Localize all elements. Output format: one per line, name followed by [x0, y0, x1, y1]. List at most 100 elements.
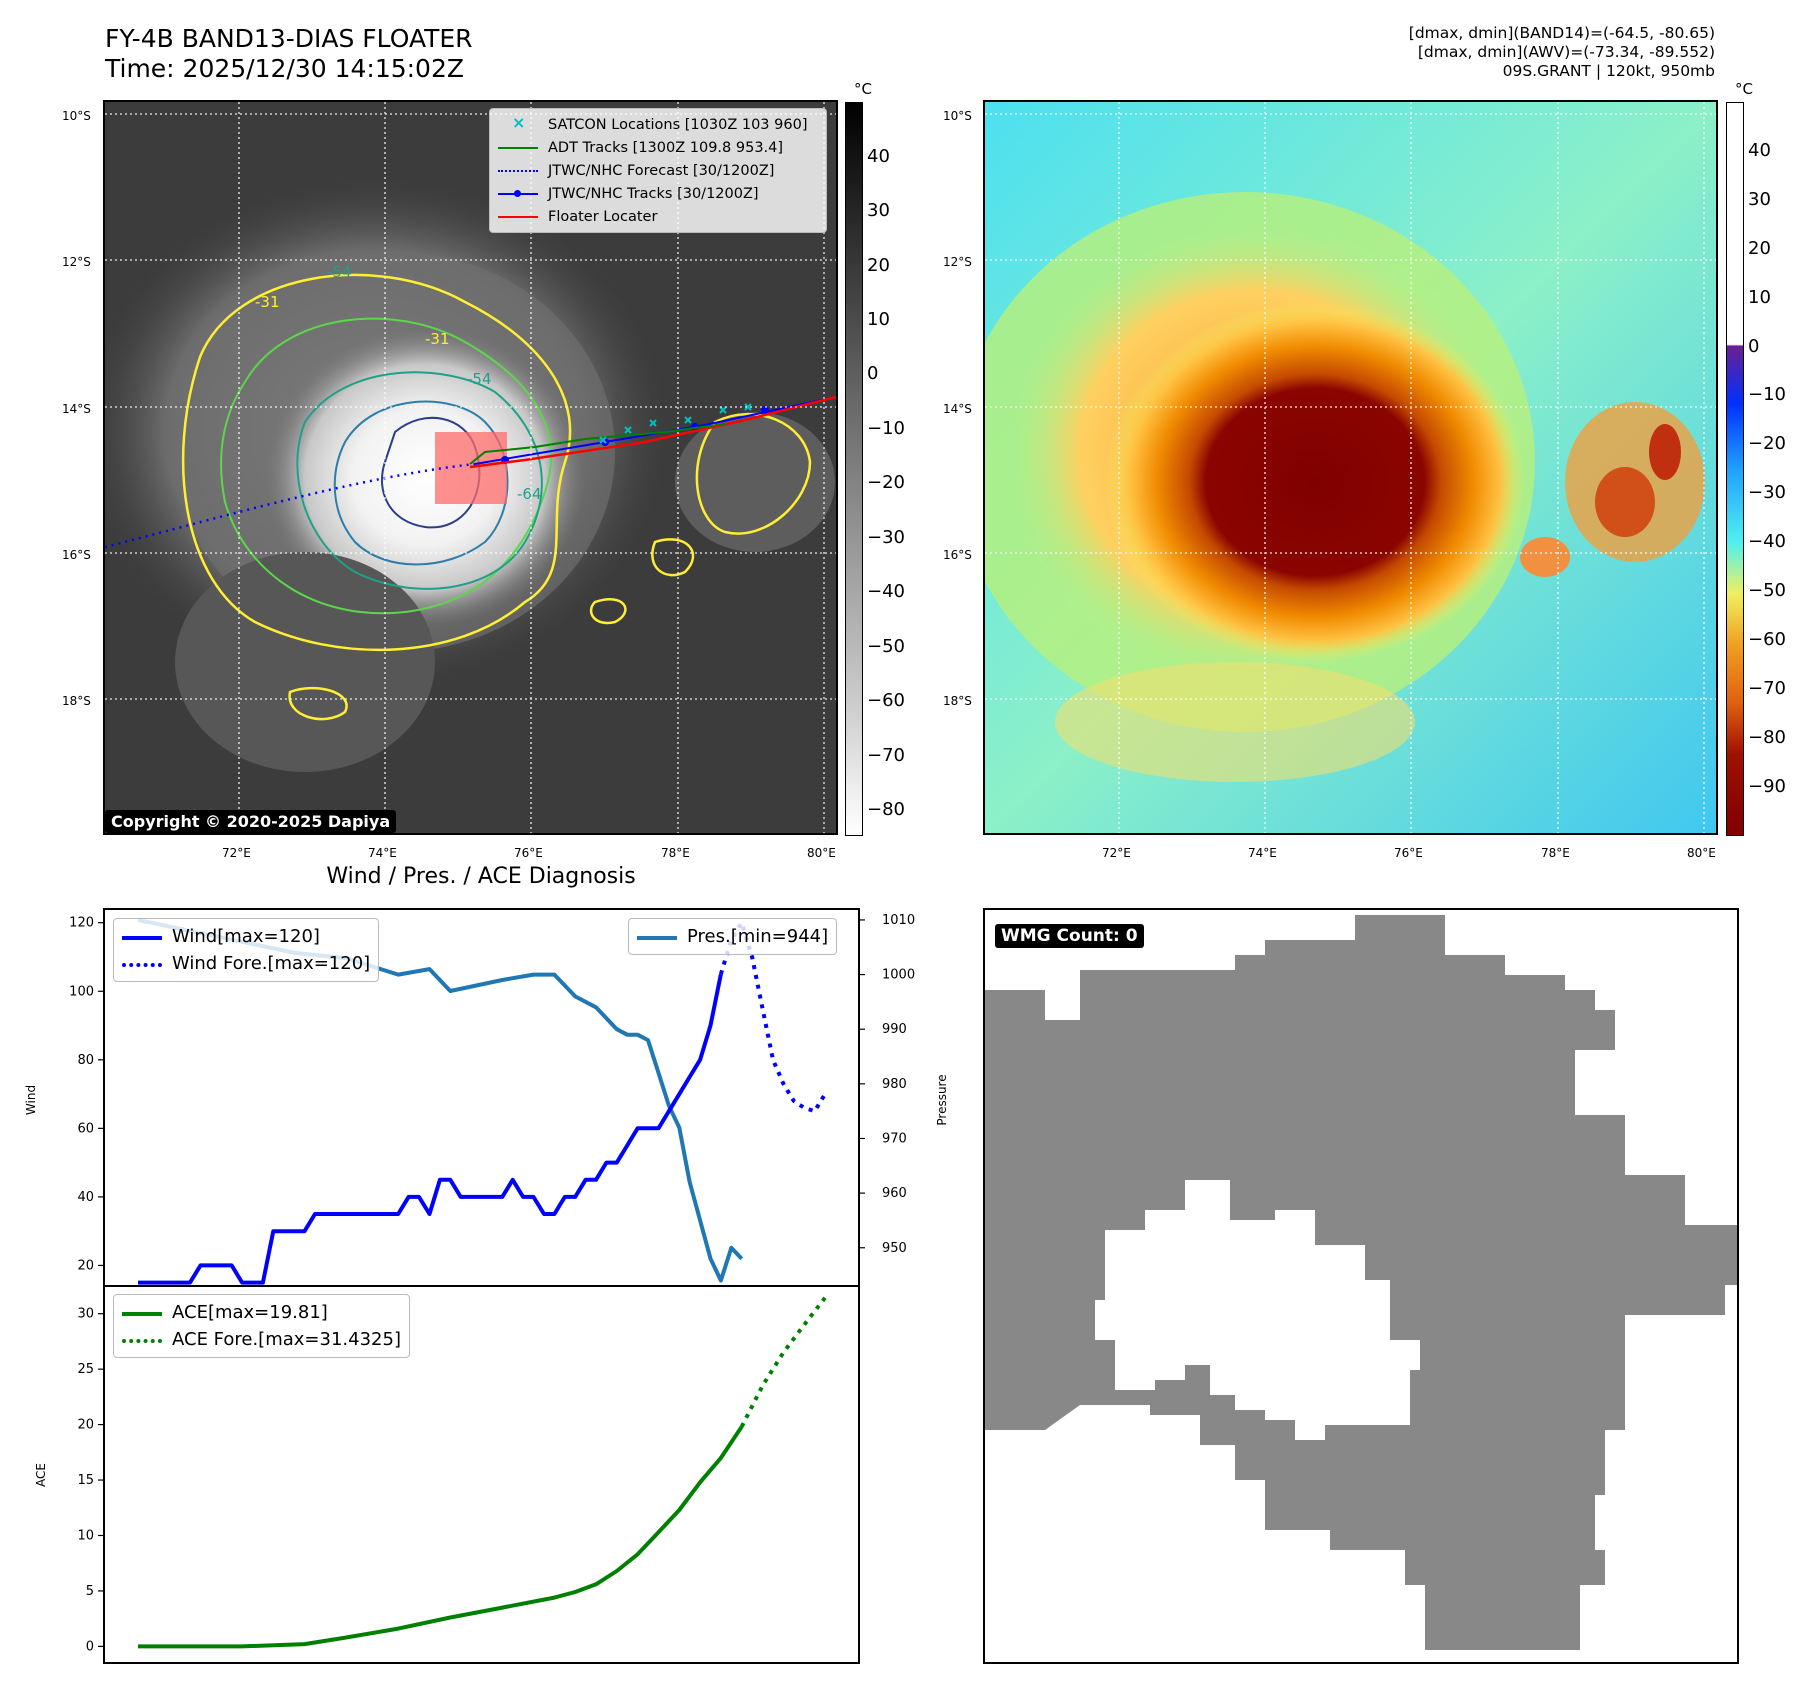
pressure-tick-label: 950: [882, 1241, 907, 1256]
awv-colorbar-tick: 20: [1748, 238, 1771, 259]
legend-item-adt: ADT Tracks [1300Z 109.8 953.4]: [498, 136, 818, 159]
contour-label: -64: [517, 485, 542, 503]
ir-colorbar-unit: °C: [854, 80, 872, 98]
legend-ace: ACE[max=19.81]: [172, 1302, 328, 1323]
legend-item-satcon: × SATCON Locations [1030Z 103 960]: [512, 112, 808, 133]
wmg-count-badge: WMG Count: 0: [995, 924, 1144, 948]
ace-axis: 30 25 20 15 10 5 0: [77, 1307, 104, 1654]
legend-item-jtwc-forecast: JTWC/NHC Forecast [30/1200Z]: [498, 159, 818, 182]
adt-track: [469, 423, 726, 465]
legend-item-floater: Floater Locater: [498, 205, 818, 228]
awv-colorbar-tick: −60: [1748, 629, 1786, 650]
ace-series-line: [138, 1425, 744, 1649]
awv-lon-label: 80°E: [1687, 846, 1716, 860]
legend-wind: Wind[max=120]: [172, 926, 320, 947]
ir-colorbar: [845, 102, 863, 836]
jtwc-forecast-track: [105, 462, 476, 549]
wind-legend: Wind[max=120] Wind Fore.[max=120]: [113, 918, 380, 982]
pressure-tick-label: 970: [882, 1131, 907, 1146]
diagnosis-lines: [137, 917, 827, 1649]
awv-colorbar-tick: −30: [1748, 482, 1786, 503]
legend-label: JTWC/NHC Forecast [30/1200Z]: [548, 162, 775, 179]
ir-lon-label: 74°E: [368, 846, 397, 860]
ir-colorbar-tick: −60: [867, 690, 905, 711]
legend-label: ADT Tracks [1300Z 109.8 953.4]: [548, 139, 784, 156]
pressure-ylabel: Pressure: [935, 1074, 949, 1125]
pressure-tick-label: 990: [882, 1022, 907, 1037]
awv-lon-label: 74°E: [1248, 846, 1277, 860]
awv-lat-label: 16°S: [943, 548, 972, 562]
ir-colorbar-tick: −50: [867, 636, 905, 657]
legend-label: Floater Locater: [548, 208, 658, 225]
awv-lon-label: 72°E: [1102, 846, 1131, 860]
wind-tick-label: 40: [77, 1190, 94, 1205]
awv-colorbar-tick: 0: [1748, 336, 1760, 357]
wind-tick-label: 100: [69, 984, 94, 999]
ir-lat-label: 16°S: [62, 548, 91, 562]
ir-colorbar-tick: 0: [867, 363, 879, 384]
contour-label: -54: [467, 370, 492, 388]
awv-colorbar-tick: −90: [1748, 776, 1786, 797]
ir-colorbar-tick: 30: [867, 200, 890, 221]
ir-colorbar-tick: 20: [867, 255, 890, 276]
wmg-panel: WMG Count: 0: [983, 908, 1739, 1664]
ir-lon-label: 72°E: [222, 846, 251, 860]
ace-tick-label: 25: [77, 1362, 94, 1377]
wind-series-line: [138, 973, 723, 1285]
awv-map-panel: [983, 100, 1718, 835]
floater-locater-track: [469, 395, 836, 469]
legend-ace-fore: ACE Fore.[max=31.4325]: [172, 1329, 401, 1350]
ir-lat-label: 18°S: [62, 694, 91, 708]
legend-item-jtwc-tracks: JTWC/NHC Tracks [30/1200Z]: [498, 182, 818, 205]
awv-colorbar-tick: −70: [1748, 678, 1786, 699]
wind-tick-label: 80: [77, 1053, 94, 1068]
figure-title-line1: FY-4B BAND13-DIAS FLOATER: [105, 24, 473, 53]
pressure-legend: Pres.[min=944]: [628, 918, 838, 955]
contour-label: -31: [255, 293, 280, 311]
awv-map-grid: [985, 102, 1716, 833]
awv-lat-label: 12°S: [943, 255, 972, 269]
wmg-mask: [985, 915, 1737, 1650]
wind-tick-label: 60: [77, 1121, 94, 1136]
awv-lon-label: 78°E: [1541, 846, 1570, 860]
ace-tick-label: 10: [77, 1528, 94, 1543]
legend-label: SATCON Locations [1030Z 103 960]: [548, 116, 808, 133]
ace-ylabel: ACE: [34, 1463, 48, 1487]
ir-lon-label: 80°E: [807, 846, 836, 860]
awv-colorbar-tick: −40: [1748, 531, 1786, 552]
ir-lon-label: 76°E: [514, 846, 543, 860]
legend-wind-fore: Wind Fore.[max=120]: [172, 953, 371, 974]
ir-colorbar-tick: −20: [867, 472, 905, 493]
pressure-tick-label: 1010: [882, 913, 915, 928]
awv-colorbar-tick: 40: [1748, 140, 1771, 161]
legend-pressure: Pres.[min=944]: [687, 926, 829, 947]
ace-tick-label: 5: [86, 1584, 94, 1599]
info-band14-range: [dmax, dmin](BAND14)=(-64.5, -80.65): [1408, 24, 1715, 42]
awv-lat-label: 18°S: [943, 694, 972, 708]
ace-tick-label: 0: [86, 1639, 94, 1654]
ir-lat-label: 12°S: [62, 255, 91, 269]
awv-colorbar-tick: 30: [1748, 189, 1771, 210]
contour-label: -31: [425, 330, 450, 348]
ir-lon-label: 78°E: [661, 846, 690, 860]
ir-colorbar-tick: −40: [867, 581, 905, 602]
awv-colorbar-tick: 10: [1748, 287, 1771, 308]
ir-map-image: -31 -31 -54 -54 -64: [105, 102, 836, 833]
awv-colorbar-tick: −20: [1748, 433, 1786, 454]
awv-lat-label: 10°S: [943, 109, 972, 123]
awv-lat-label: 14°S: [943, 402, 972, 416]
pressure-tick-label: 960: [882, 1186, 907, 1201]
ir-lat-label: 14°S: [62, 402, 91, 416]
contour-label: -54: [327, 263, 352, 281]
figure-title-line2: Time: 2025/12/30 14:15:02Z: [105, 54, 464, 83]
ir-colorbar-tick: −10: [867, 418, 905, 439]
satcon-locations: [599, 403, 752, 444]
info-storm-status: 09S.GRANT | 120kt, 950mb: [1502, 62, 1715, 80]
awv-colorbar-tick: −10: [1748, 384, 1786, 405]
awv-colorbar: [1726, 102, 1744, 836]
ir-colorbar-tick: −30: [867, 527, 905, 548]
jtwc-track-point: [761, 406, 769, 414]
wind-axis: 120 100 80 60 40 20: [69, 916, 104, 1273]
ace-tick-label: 20: [77, 1418, 94, 1433]
